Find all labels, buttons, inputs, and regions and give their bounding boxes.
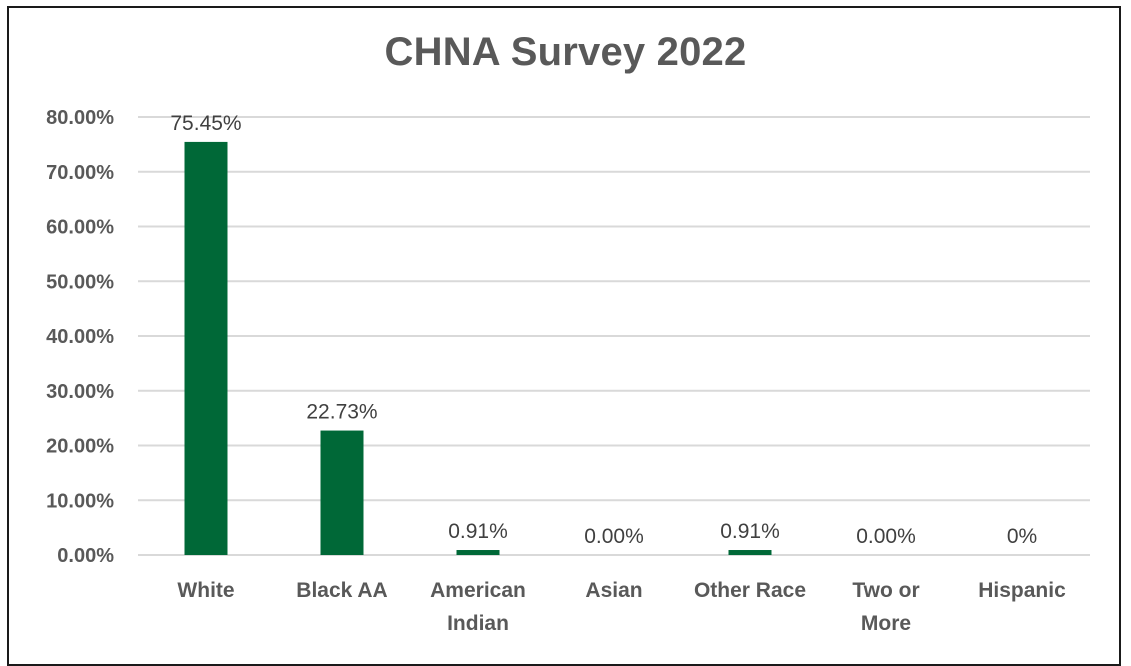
bars	[184, 141, 772, 555]
data-label: 0.00%	[584, 525, 644, 548]
data-label: 0.00%	[856, 525, 916, 548]
y-tick-label: 10.00%	[46, 490, 114, 512]
x-tick-label: White	[177, 579, 234, 602]
y-axis-ticks: 0.00% 10.00% 20.00% 30.00% 40.00% 50.00% 60.00…	[46, 107, 114, 567]
x-tick-label-line: Hispanic	[978, 579, 1066, 602]
bar	[456, 550, 500, 555]
x-tick-label-line: More	[861, 612, 911, 635]
x-axis-ticks: White Black AA American Indian Asian Other Ra…	[177, 579, 1066, 635]
gridlines	[138, 116, 1090, 556]
y-tick-label: 40.00%	[46, 326, 114, 348]
x-tick-label: Two or More	[852, 579, 919, 635]
y-tick-label: 30.00%	[46, 381, 114, 403]
bar	[184, 141, 228, 555]
y-tick-label: 0.00%	[57, 545, 114, 567]
y-tick-label: 60.00%	[46, 217, 114, 239]
data-labels: 75.45% 22.73% 0.91% 0.00% 0.91% 0.00% 0%	[170, 112, 1037, 548]
bar	[320, 430, 364, 555]
bar-chart: 0.00% 10.00% 20.00% 30.00% 40.00% 50.00% 60.00…	[46, 107, 1090, 635]
x-tick-label: American Indian	[430, 579, 526, 635]
data-label: 0.91%	[448, 520, 508, 543]
data-label: 0%	[1007, 525, 1037, 548]
x-tick-label-line: Asian	[585, 579, 642, 602]
chart-title: CHNA Survey 2022	[384, 30, 747, 74]
bar	[728, 550, 772, 555]
x-tick-label-line: Indian	[447, 612, 509, 635]
data-label: 0.91%	[720, 520, 780, 543]
y-tick-label: 50.00%	[46, 271, 114, 293]
x-tick-label: Other Race	[694, 579, 806, 602]
x-tick-label-line: White	[177, 579, 234, 602]
x-tick-label: Asian	[585, 579, 642, 602]
data-label: 22.73%	[306, 401, 377, 424]
y-tick-label: 70.00%	[46, 162, 114, 184]
x-tick-label: Black AA	[296, 579, 387, 602]
x-tick-label: Hispanic	[978, 579, 1066, 602]
data-label: 75.45%	[170, 112, 241, 135]
x-tick-label-line: Black AA	[296, 579, 387, 602]
x-tick-label-line: American	[430, 579, 526, 602]
x-tick-label-line: Other Race	[694, 579, 806, 602]
y-tick-label: 80.00%	[46, 107, 114, 129]
x-tick-label-line: Two or	[852, 579, 919, 602]
y-tick-label: 20.00%	[46, 436, 114, 458]
